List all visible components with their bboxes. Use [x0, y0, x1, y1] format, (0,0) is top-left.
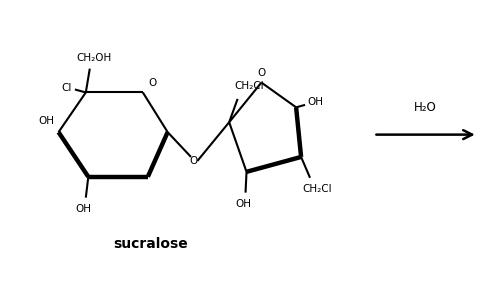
Text: O: O [149, 79, 157, 89]
Text: sucralose: sucralose [113, 237, 188, 251]
Text: OH: OH [38, 116, 54, 126]
Text: CH₂Cl: CH₂Cl [302, 184, 332, 194]
Text: CH₂OH: CH₂OH [76, 53, 111, 63]
Text: O: O [257, 68, 265, 77]
Text: OH: OH [307, 97, 323, 107]
Text: OH: OH [235, 199, 251, 209]
Text: O: O [189, 156, 198, 166]
Text: Cl: Cl [61, 83, 72, 94]
Text: H₂O: H₂O [414, 101, 437, 114]
Text: OH: OH [75, 204, 91, 213]
Text: CH₂Cl: CH₂Cl [234, 81, 264, 91]
